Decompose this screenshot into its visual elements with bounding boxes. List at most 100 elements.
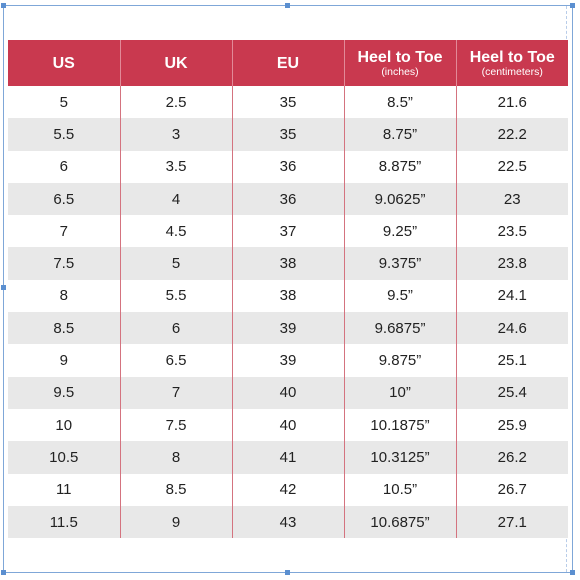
eu-size-cell: 36 <box>232 182 345 216</box>
uk-size-cell: 3 <box>120 118 233 151</box>
eu-size-cell: 39 <box>232 344 345 377</box>
eu-size-cell: 38 <box>232 247 345 280</box>
heel-to-toe-inches-cell: 8.5” <box>344 86 457 119</box>
resize-handle-bottom-right[interactable] <box>570 570 575 575</box>
heel-to-toe-cm-cell: 27.1 <box>456 505 568 539</box>
uk-size-cell: 5 <box>120 247 233 280</box>
uk-size-cell: 6.5 <box>120 344 233 377</box>
eu-size-cell: 42 <box>232 473 345 506</box>
resize-handle-left[interactable] <box>1 285 6 290</box>
us-size-cell: 8 <box>8 279 121 313</box>
header-us: US <box>8 40 121 86</box>
eu-size-cell: 35 <box>232 118 345 151</box>
table-row: 11 8.5 42 10.5” 26.7 <box>8 473 568 506</box>
header-eu: EU <box>232 40 345 86</box>
header-unit: (inches) <box>381 65 419 78</box>
table-row: 8.5 6 39 9.6875” 24.6 <box>8 312 568 345</box>
table-row: 7.5 5 38 9.375” 23.8 <box>8 247 568 280</box>
heel-to-toe-inches-cell: 8.875” <box>344 150 457 183</box>
header-heel-to-toe-cm: Heel to Toe (centimeters) <box>456 40 568 86</box>
heel-to-toe-cm-cell: 22.2 <box>456 118 568 151</box>
uk-size-cell: 6 <box>120 312 233 345</box>
eu-size-cell: 41 <box>232 441 345 474</box>
heel-to-toe-cm-cell: 24.1 <box>456 279 568 313</box>
heel-to-toe-inches-cell: 10.5” <box>344 473 457 506</box>
table-body: 5 2.5 35 8.5” 21.6 5.5 3 35 8.75” 22.2 6 3.5 36 8.875… <box>8 86 568 539</box>
resize-handle-top[interactable] <box>285 3 290 8</box>
eu-size-cell: 39 <box>232 312 345 345</box>
table-row: 5 2.5 35 8.5” 21.6 <box>8 86 568 119</box>
heel-to-toe-inches-cell: 10.6875” <box>344 505 457 539</box>
heel-to-toe-inches-cell: 10” <box>344 376 457 409</box>
eu-size-cell: 37 <box>232 215 345 248</box>
table-row: 11.5 9 43 10.6875” 27.1 <box>8 505 568 539</box>
table-row: 7 4.5 37 9.25” 23.5 <box>8 215 568 248</box>
eu-size-cell: 38 <box>232 279 345 313</box>
header-label: Heel to Toe <box>357 48 443 66</box>
table-row: 5.5 3 35 8.75” 22.2 <box>8 118 568 151</box>
eu-size-cell: 40 <box>232 376 345 409</box>
size-chart: US UK EU Heel to Toe (inches) Heel to To… <box>8 40 568 539</box>
table-row: 9 6.5 39 9.875” 25.1 <box>8 344 568 377</box>
us-size-cell: 5.5 <box>8 118 121 151</box>
header-row: US UK EU Heel to Toe (inches) Heel to To… <box>8 40 568 86</box>
table-row: 6 3.5 36 8.875” 22.5 <box>8 150 568 183</box>
heel-to-toe-inches-cell: 10.1875” <box>344 408 457 442</box>
uk-size-cell: 2.5 <box>120 86 233 119</box>
us-size-cell: 11 <box>8 473 121 506</box>
heel-to-toe-cm-cell: 21.6 <box>456 86 568 119</box>
us-size-cell: 7 <box>8 215 121 248</box>
header-heel-to-toe-inches: Heel to Toe (inches) <box>344 40 457 86</box>
heel-to-toe-cm-cell: 23.8 <box>456 247 568 280</box>
eu-size-cell: 36 <box>232 150 345 183</box>
us-size-cell: 9 <box>8 344 121 377</box>
eu-size-cell: 40 <box>232 408 345 442</box>
uk-size-cell: 5.5 <box>120 279 233 313</box>
heel-to-toe-inches-cell: 9.375” <box>344 247 457 280</box>
heel-to-toe-cm-cell: 24.6 <box>456 312 568 345</box>
us-size-cell: 8.5 <box>8 312 121 345</box>
heel-to-toe-inches-cell: 9.0625” <box>344 182 457 216</box>
us-size-cell: 10.5 <box>8 441 121 474</box>
header-uk: UK <box>120 40 233 86</box>
uk-size-cell: 8 <box>120 441 233 474</box>
uk-size-cell: 9 <box>120 505 233 539</box>
resize-handle-top-left[interactable] <box>1 3 6 8</box>
table-row: 9.5 7 40 10” 25.4 <box>8 376 568 409</box>
header-label: EU <box>276 54 300 72</box>
header-unit: (centimeters) <box>481 65 543 78</box>
heel-to-toe-inches-cell: 9.6875” <box>344 312 457 345</box>
us-size-cell: 7.5 <box>8 247 121 280</box>
header-label: Heel to Toe <box>469 48 555 66</box>
heel-to-toe-cm-cell: 22.5 <box>456 150 568 183</box>
resize-handle-bottom[interactable] <box>285 570 290 575</box>
us-size-cell: 9.5 <box>8 376 121 409</box>
uk-size-cell: 3.5 <box>120 150 233 183</box>
table-row: 8 5.5 38 9.5” 24.1 <box>8 279 568 313</box>
uk-size-cell: 8.5 <box>120 473 233 506</box>
heel-to-toe-inches-cell: 8.75” <box>344 118 457 151</box>
header-label: US <box>52 54 75 72</box>
table-row: 10.5 8 41 10.3125” 26.2 <box>8 441 568 474</box>
us-size-cell: 5 <box>8 86 121 119</box>
us-size-cell: 11.5 <box>8 505 121 539</box>
heel-to-toe-inches-cell: 9.5” <box>344 279 457 313</box>
resize-handle-bottom-left[interactable] <box>1 570 6 575</box>
us-size-cell: 6 <box>8 150 121 183</box>
heel-to-toe-cm-cell: 26.7 <box>456 473 568 506</box>
resize-handle-top-right[interactable] <box>570 3 575 8</box>
heel-to-toe-inches-cell: 9.25” <box>344 215 457 248</box>
table-row: 6.5 4 36 9.0625” 23 <box>8 182 568 216</box>
uk-size-cell: 7.5 <box>120 408 233 442</box>
heel-to-toe-cm-cell: 23 <box>456 182 568 216</box>
heel-to-toe-cm-cell: 26.2 <box>456 441 568 474</box>
eu-size-cell: 35 <box>232 86 345 119</box>
table-header: US UK EU Heel to Toe (inches) Heel to To… <box>8 40 568 86</box>
us-size-cell: 6.5 <box>8 182 121 216</box>
table-row: 10 7.5 40 10.1875” 25.9 <box>8 408 568 442</box>
us-size-cell: 10 <box>8 408 121 442</box>
heel-to-toe-cm-cell: 25.4 <box>456 376 568 409</box>
heel-to-toe-cm-cell: 23.5 <box>456 215 568 248</box>
heel-to-toe-cm-cell: 25.1 <box>456 344 568 377</box>
heel-to-toe-inches-cell: 9.875” <box>344 344 457 377</box>
